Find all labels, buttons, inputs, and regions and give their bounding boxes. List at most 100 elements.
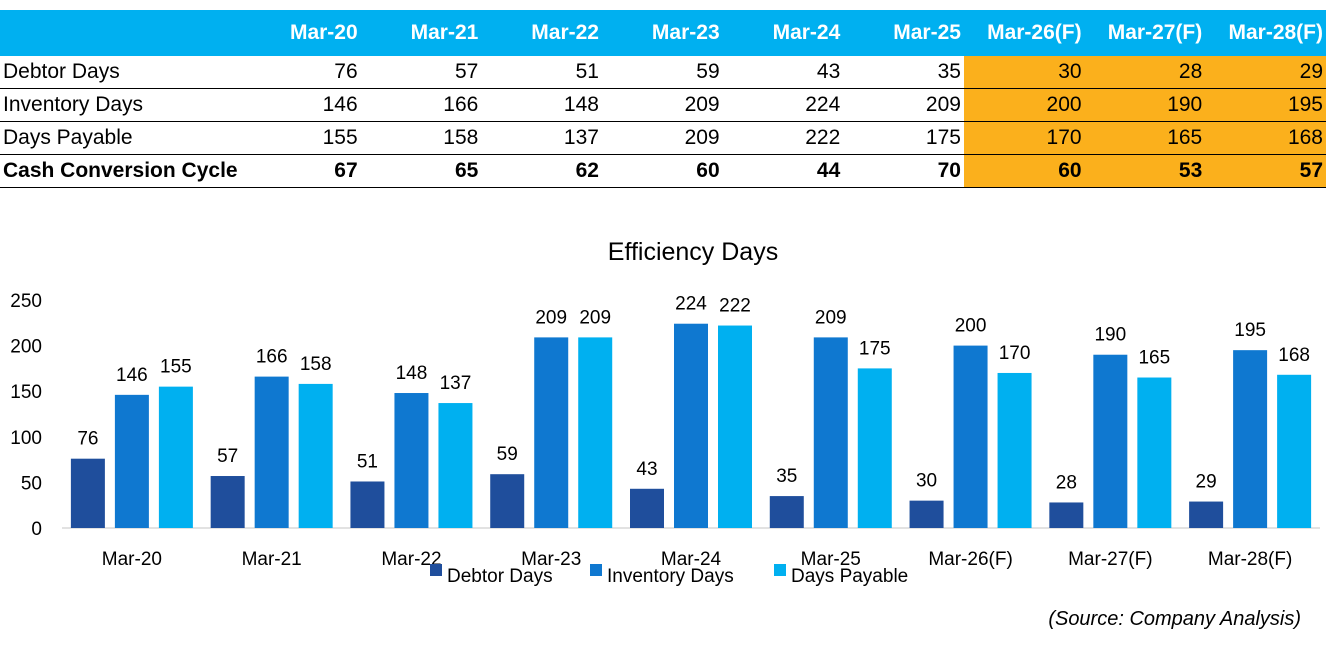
table-cell: 209 — [601, 88, 723, 122]
bar-days-payable — [997, 372, 1032, 528]
bar-debtor-days — [210, 476, 245, 528]
bar-days-payable — [158, 386, 193, 528]
table-cell: 195 — [1205, 88, 1326, 122]
bar-debtor-days — [490, 474, 525, 528]
efficiency-table: Mar-20 Mar-21 Mar-22 Mar-23 Mar-24 Mar-25 Mar-… — [0, 10, 1326, 188]
x-tick-label: Mar-20 — [102, 549, 162, 570]
data-label: 175 — [859, 338, 891, 359]
row-label: Days Payable — [0, 121, 240, 155]
bar-days-payable — [1277, 374, 1312, 528]
y-tick-label: 250 — [10, 291, 42, 312]
table-cell: 60 — [963, 154, 1085, 188]
table-cell: 30 — [963, 56, 1085, 89]
table-header-row: Mar-20 Mar-21 Mar-22 Mar-23 Mar-24 Mar-25 Mar-… — [0, 10, 1326, 56]
table-cell: 190 — [1084, 88, 1206, 122]
table-cell: 148 — [481, 88, 602, 122]
table-cell: 62 — [481, 154, 602, 188]
table-cell: 65 — [360, 154, 482, 188]
table-cell: 222 — [722, 121, 844, 155]
bar-days-payable — [438, 403, 473, 528]
legend-swatch — [430, 564, 442, 576]
bar-inventory-days — [114, 394, 149, 528]
table-cell: 166 — [360, 88, 482, 122]
table-cell: 35 — [843, 56, 964, 89]
x-tick-label: Mar-27(F) — [1068, 549, 1152, 570]
x-tick-label: Mar-25 — [801, 549, 861, 570]
data-label: 195 — [1234, 320, 1266, 341]
chart-title: Efficiency Days — [608, 238, 778, 266]
data-label: 190 — [1094, 325, 1126, 346]
table-cell: 70 — [843, 154, 964, 188]
table-cell: 209 — [843, 88, 964, 122]
data-label: 158 — [300, 354, 332, 375]
table-cell: 28 — [1084, 56, 1206, 89]
data-label: 76 — [77, 429, 98, 450]
data-label: 35 — [776, 466, 797, 487]
data-label: 148 — [396, 363, 428, 384]
bar-debtor-days — [1189, 501, 1224, 528]
x-tick-label: Mar-24 — [661, 549, 722, 570]
legend-swatch — [590, 564, 602, 576]
data-label: 29 — [1196, 472, 1217, 493]
bar-inventory-days — [953, 345, 988, 528]
table-header-mar-22: Mar-22 — [481, 10, 602, 56]
table-header-mar-25: Mar-25 — [843, 10, 964, 56]
bar-inventory-days — [254, 376, 289, 528]
table-row: Cash Conversion Cycle 67 65 62 60 44 70 60 53 57 — [0, 154, 1326, 188]
data-label: 168 — [1278, 345, 1310, 366]
data-label: 28 — [1056, 472, 1077, 493]
table-cell: 170 — [963, 121, 1085, 155]
bar-inventory-days — [394, 393, 429, 528]
table-header-mar-20: Mar-20 — [240, 10, 361, 56]
legend-swatch — [774, 564, 786, 576]
bar-debtor-days — [769, 496, 804, 528]
bar-debtor-days — [70, 458, 105, 528]
table-cell: 224 — [722, 88, 844, 122]
data-label: 170 — [999, 343, 1031, 364]
table-cell: 200 — [963, 88, 1085, 122]
bar-debtor-days — [909, 500, 944, 528]
table-cell: 168 — [1205, 121, 1326, 155]
data-label: 200 — [955, 316, 987, 337]
x-tick-label: Mar-21 — [242, 549, 302, 570]
table-cell: 158 — [360, 121, 482, 155]
table-cell: 51 — [481, 56, 602, 89]
data-label: 209 — [535, 307, 567, 328]
legend-label: Days Payable — [791, 566, 908, 587]
table-cell: 137 — [481, 121, 602, 155]
data-label: 51 — [357, 451, 378, 472]
legend-label: Debtor Days — [447, 566, 553, 587]
data-label: 146 — [116, 365, 148, 386]
table-header-blank — [0, 10, 240, 56]
bar-days-payable — [1137, 377, 1172, 528]
x-tick-label: Mar-23 — [521, 549, 581, 570]
bar-inventory-days — [1093, 354, 1128, 528]
data-label: 209 — [579, 307, 611, 328]
legend-label: Inventory Days — [607, 566, 734, 587]
data-label: 222 — [719, 296, 751, 317]
bar-inventory-days — [1233, 350, 1268, 528]
efficiency-days-chart: Efficiency Days 0 50 100 150 200 250 76 146 155 Ma… — [10, 238, 1320, 587]
data-label: 43 — [636, 459, 657, 480]
data-label: 209 — [815, 307, 847, 328]
bar-inventory-days — [674, 323, 708, 528]
table-cell: 59 — [601, 56, 723, 89]
bar-days-payable — [718, 325, 752, 528]
table-cell: 175 — [843, 121, 964, 155]
table-cell: 146 — [240, 88, 361, 122]
row-label: Inventory Days — [0, 88, 240, 122]
bar-days-payable — [578, 337, 613, 528]
y-tick-label: 0 — [31, 519, 42, 540]
x-tick-label: Mar-22 — [381, 549, 441, 570]
table-cell: 165 — [1084, 121, 1206, 155]
bar-days-payable — [298, 383, 333, 528]
bar-inventory-days — [813, 337, 848, 528]
table-header-mar-24: Mar-24 — [722, 10, 844, 56]
table-cell: 57 — [360, 56, 482, 89]
table-header-mar-26-f-: Mar-26(F) — [963, 10, 1085, 56]
x-tick-label: Mar-26(F) — [928, 549, 1012, 570]
y-tick-label: 100 — [10, 428, 42, 449]
table-header-mar-21: Mar-21 — [360, 10, 482, 56]
table-cell: 60 — [601, 154, 723, 188]
data-label: 224 — [675, 294, 707, 315]
